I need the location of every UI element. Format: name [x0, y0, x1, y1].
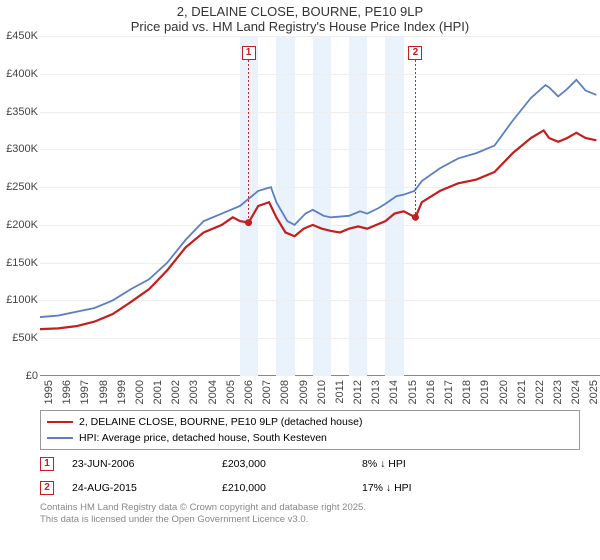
xtick-label: 2003: [188, 380, 200, 404]
ytick-label: £100K: [6, 294, 38, 306]
legend-swatch: [47, 421, 73, 423]
title-line2: Price paid vs. HM Land Registry's House …: [0, 19, 600, 34]
ytick-label: £150K: [6, 257, 38, 269]
xtick-label: 2025: [588, 380, 600, 404]
xtick-label: 2017: [443, 380, 455, 404]
xtick-label: 2010: [316, 380, 328, 404]
sale-date: 23-JUN-2006: [72, 458, 222, 470]
xtick-label: 2023: [552, 380, 564, 404]
legend-label: HPI: Average price, detached house, Sout…: [79, 432, 327, 444]
xtick-label: 2022: [534, 380, 546, 404]
ytick-label: £200K: [6, 219, 38, 231]
xtick-label: 1995: [43, 380, 55, 404]
xtick-label: 2020: [498, 380, 510, 404]
legend-label: 2, DELAINE CLOSE, BOURNE, PE10 9LP (deta…: [79, 416, 362, 428]
xtick-label: 2024: [570, 380, 582, 404]
legend-row: 2, DELAINE CLOSE, BOURNE, PE10 9LP (deta…: [47, 414, 573, 430]
xtick-label: 2007: [261, 380, 273, 404]
xtick-label: 1996: [61, 380, 73, 404]
series-price_paid: [40, 130, 596, 329]
footnote-line2: This data is licensed under the Open Gov…: [40, 514, 600, 526]
chart-container: 2, DELAINE CLOSE, BOURNE, PE10 9LP Price…: [0, 0, 600, 560]
xtick-label: 2006: [243, 380, 255, 404]
ytick-label: £300K: [6, 143, 38, 155]
xtick-label: 1998: [98, 380, 110, 404]
ytick-label: £400K: [6, 68, 38, 80]
xtick-label: 2018: [461, 380, 473, 404]
ytick-label: £0: [26, 370, 38, 382]
ytick-label: £250K: [6, 181, 38, 193]
xtick-label: 2000: [134, 380, 146, 404]
sale-diff: 17% ↓ HPI: [362, 482, 482, 494]
ytick-label: £450K: [6, 30, 38, 42]
ytick-label: £350K: [6, 106, 38, 118]
sales-list: 1 23-JUN-2006£203,0008% ↓ HPI 2 24-AUG-2015…: [40, 454, 580, 498]
sale-price: £210,000: [222, 482, 362, 494]
legend-block: 2, DELAINE CLOSE, BOURNE, PE10 9LP (deta…: [40, 410, 580, 498]
sale-row: 1 23-JUN-2006£203,0008% ↓ HPI: [40, 454, 580, 474]
series-hpi: [40, 80, 596, 317]
xtick-label: 2015: [407, 380, 419, 404]
xtick-label: 2008: [279, 380, 291, 404]
xtick-label: 1999: [116, 380, 128, 404]
sale-price: £203,000: [222, 458, 362, 470]
chart-area: 12 £0£50K£100K£150K£200K£250K£300K£350K£…: [40, 36, 600, 406]
title-block: 2, DELAINE CLOSE, BOURNE, PE10 9LP Price…: [0, 0, 600, 36]
ytick-label: £50K: [12, 332, 38, 344]
sale-row: 2 24-AUG-2015£210,00017% ↓ HPI: [40, 478, 580, 498]
sale-date: 24-AUG-2015: [72, 482, 222, 494]
xtick-label: 2013: [370, 380, 382, 404]
sale-diff: 8% ↓ HPI: [362, 458, 482, 470]
sale-dot: [245, 219, 252, 226]
xtick-label: 2012: [352, 380, 364, 404]
sale-row-marker: 1: [40, 457, 54, 471]
footnote: Contains HM Land Registry data © Crown c…: [40, 502, 600, 526]
xtick-label: 2001: [152, 380, 164, 404]
xtick-label: 2011: [334, 380, 346, 404]
legend-box: 2, DELAINE CLOSE, BOURNE, PE10 9LP (deta…: [40, 410, 580, 450]
title-line1: 2, DELAINE CLOSE, BOURNE, PE10 9LP: [0, 4, 600, 19]
sale-dot: [412, 214, 419, 221]
lines-svg: [40, 36, 600, 376]
footnote-line1: Contains HM Land Registry data © Crown c…: [40, 502, 600, 514]
xtick-label: 2002: [170, 380, 182, 404]
xtick-label: 2016: [425, 380, 437, 404]
xtick-label: 2004: [207, 380, 219, 404]
plot-region: 12: [40, 36, 600, 376]
sale-marker-box: 1: [242, 46, 256, 60]
legend-row: HPI: Average price, detached house, Sout…: [47, 430, 573, 446]
xtick-label: 2021: [516, 380, 528, 404]
sale-row-marker: 2: [40, 481, 54, 495]
xtick-label: 2019: [479, 380, 491, 404]
xtick-label: 2014: [388, 380, 400, 404]
legend-swatch: [47, 437, 73, 439]
xtick-label: 1997: [79, 380, 91, 404]
sale-marker-box: 2: [408, 46, 422, 60]
xtick-label: 2005: [225, 380, 237, 404]
xtick-label: 2009: [298, 380, 310, 404]
